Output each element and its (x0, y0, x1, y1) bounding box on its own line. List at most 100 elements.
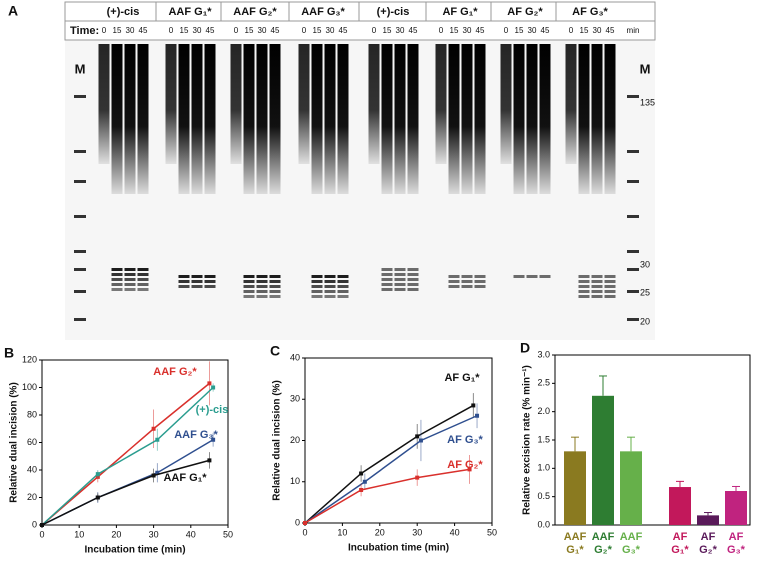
marker-band (74, 215, 86, 218)
lane-band (311, 285, 323, 288)
marker-size: 20 (640, 316, 650, 326)
lane-band (269, 275, 281, 278)
lane-header: AAF G₁* (168, 6, 212, 18)
lane-band (256, 275, 268, 278)
lane-band (243, 290, 255, 293)
y-axis-label: Relative excision rate (% min⁻¹) (522, 365, 533, 515)
lane-header: AF G₁* (442, 6, 478, 18)
data-point (207, 458, 212, 463)
lane-band (243, 275, 255, 278)
lane-band (269, 290, 281, 293)
marker-band (74, 180, 86, 183)
lane-band (111, 278, 123, 281)
x-tick-label: 20 (375, 527, 385, 537)
lane-band (243, 280, 255, 283)
x-tick-label: 30 (149, 529, 159, 539)
lane-band (381, 278, 393, 281)
series-line (41, 382, 210, 526)
y-tick-label: 0 (32, 519, 37, 529)
time-value: 45 (271, 26, 280, 35)
marker-band (74, 250, 86, 253)
lane-band (513, 275, 525, 278)
time-value: 30 (126, 26, 135, 35)
marker-band (74, 268, 86, 271)
lane-band (124, 268, 136, 271)
lane-band (591, 295, 603, 298)
time-value: 30 (396, 26, 405, 35)
bar (725, 491, 747, 525)
marker-label: M (640, 61, 651, 76)
lane-band (269, 280, 281, 283)
time-value: 0 (234, 26, 239, 35)
lane-band (337, 280, 349, 283)
lane-smear (269, 44, 281, 194)
lane-band (204, 280, 216, 283)
y-tick-label: 60 (27, 437, 37, 447)
lane-smear (565, 44, 577, 164)
lane-band (394, 278, 406, 281)
lane-band (178, 275, 190, 278)
y-tick-label: 2.0 (537, 406, 550, 416)
time-value: 45 (206, 26, 215, 35)
lane-smear (298, 44, 310, 164)
marker-band (627, 215, 639, 218)
x-tick-label: 0 (39, 529, 44, 539)
lane-band (191, 280, 203, 283)
series-label: AAF G₁* (163, 472, 207, 484)
lane-band (256, 285, 268, 288)
lane-band (137, 273, 149, 276)
marker-size: 30 (640, 259, 650, 269)
data-point (415, 434, 420, 439)
lane-header: AF G₃* (572, 6, 608, 18)
lane-band (124, 283, 136, 286)
time-value: 15 (313, 26, 322, 35)
lane-band (311, 280, 323, 283)
y-tick-label: 40 (27, 464, 37, 474)
marker-label: M (75, 61, 86, 76)
lane-band (407, 288, 419, 291)
y-tick-label: 10 (290, 476, 300, 486)
lane-band (604, 290, 616, 293)
lane-band (204, 285, 216, 288)
panel-label: C (270, 343, 280, 359)
lane-band (604, 285, 616, 288)
series-label: AF G₁* (444, 372, 480, 384)
lane-smear (448, 44, 460, 194)
lane-band (311, 275, 323, 278)
lane-smear (98, 44, 110, 164)
lane-header: (+)-cis (107, 6, 140, 18)
time-value: 15 (245, 26, 254, 35)
lane-header: AF G₂* (507, 6, 543, 18)
y-tick-label: 20 (290, 435, 300, 445)
lane-smear (394, 44, 406, 194)
lane-smear (539, 44, 551, 194)
time-value: 0 (569, 26, 574, 35)
time-unit: min (627, 26, 640, 35)
marker-band (74, 318, 86, 321)
data-point (362, 479, 367, 484)
lane-smear (381, 44, 393, 194)
lane-band (256, 280, 268, 283)
y-tick-label: 100 (22, 382, 37, 392)
lane-band (269, 295, 281, 298)
time-value: 15 (450, 26, 459, 35)
lane-smear (230, 44, 242, 164)
lane-smear (111, 44, 123, 194)
lane-band (124, 288, 136, 291)
lane-band (111, 283, 123, 286)
lane-band (604, 295, 616, 298)
data-point (151, 426, 156, 431)
lane-smear (513, 44, 525, 194)
time-value: 0 (169, 26, 174, 35)
lane-band (461, 275, 473, 278)
lane-band (448, 285, 460, 288)
data-point (95, 472, 100, 477)
series-line (304, 415, 478, 524)
lane-smear (191, 44, 203, 194)
lane-band (269, 285, 281, 288)
data-point (155, 470, 160, 475)
marker-band (627, 95, 639, 98)
time-value: 30 (326, 26, 335, 35)
series-line (304, 404, 474, 524)
